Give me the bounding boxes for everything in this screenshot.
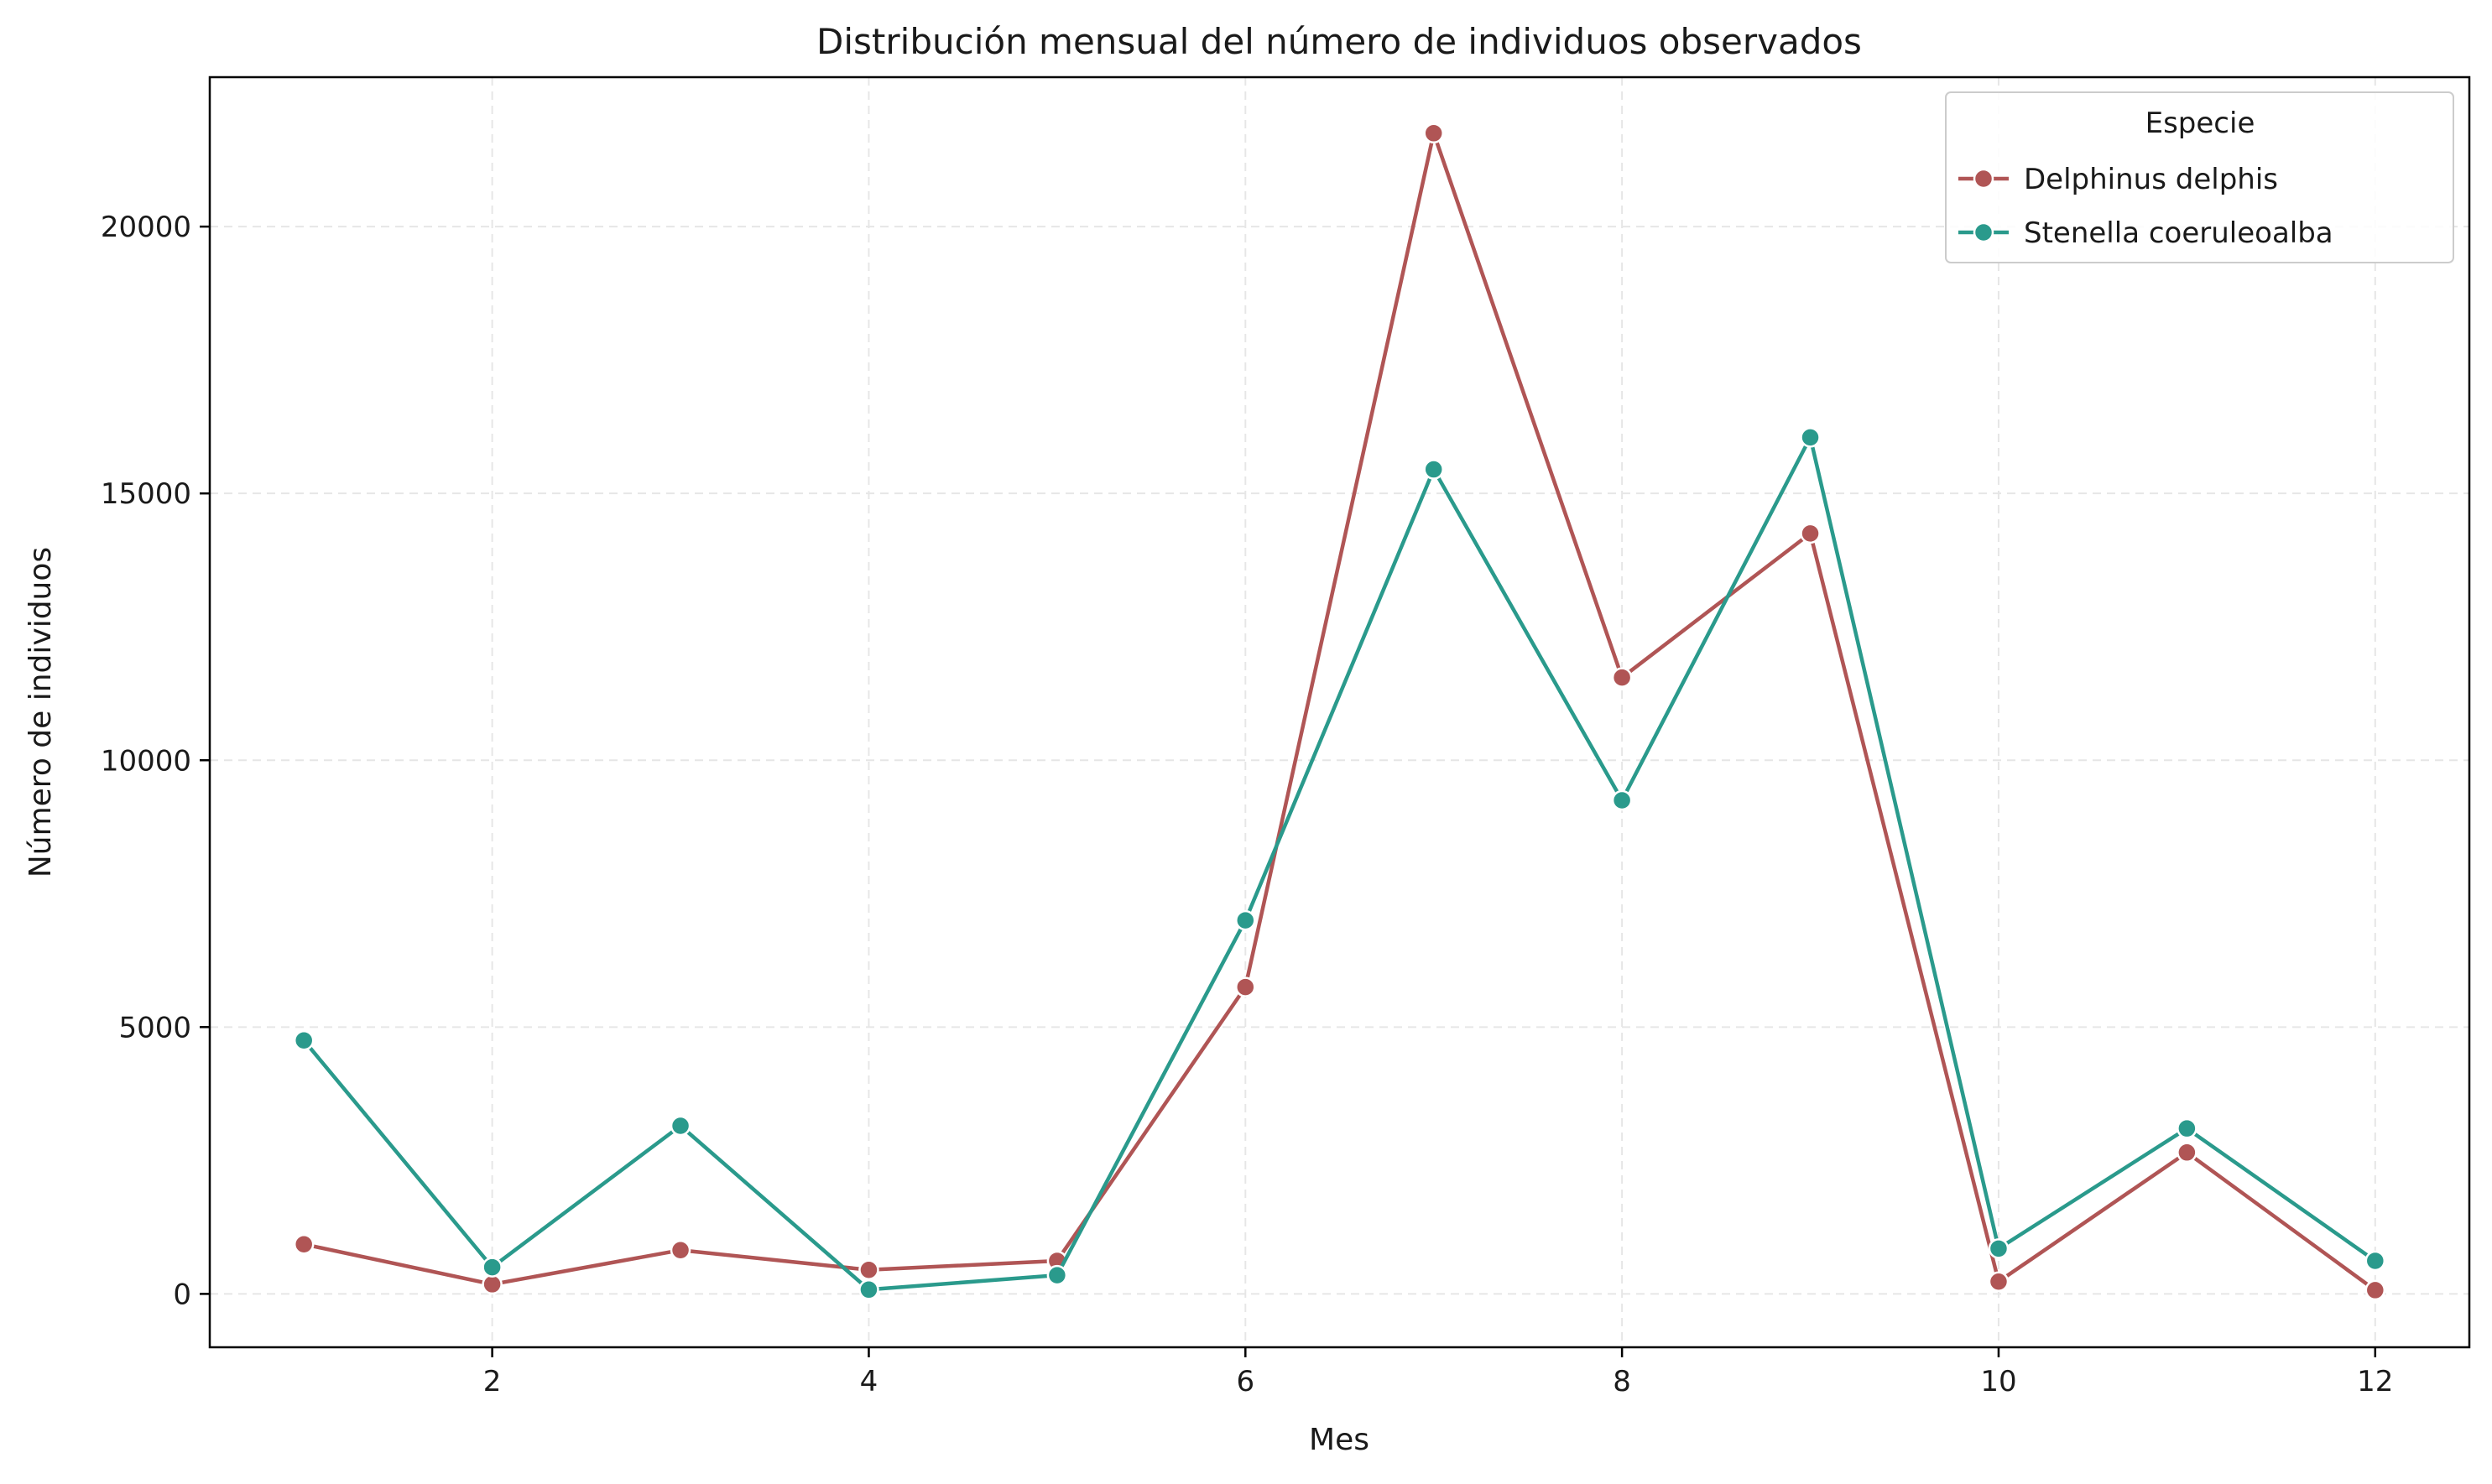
legend-box bbox=[1945, 91, 2454, 263]
y-tick-label: 15000 bbox=[101, 477, 191, 511]
y-tick-label: 0 bbox=[173, 1278, 191, 1311]
data-point bbox=[1988, 1271, 2010, 1293]
data-point bbox=[1800, 427, 1821, 448]
data-point bbox=[2177, 1142, 2197, 1164]
x-tick-label: 10 bbox=[1980, 1365, 2016, 1398]
data-point bbox=[2364, 1279, 2386, 1301]
legend-label: Stenella coeruleoalba bbox=[2024, 216, 2333, 250]
data-point bbox=[2364, 1250, 2386, 1272]
plot-frame bbox=[208, 76, 2471, 1349]
x-tick-label: 4 bbox=[860, 1365, 878, 1398]
y-tick-label: 5000 bbox=[118, 1011, 191, 1044]
chart-title: Distribución mensual del número de indiv… bbox=[816, 21, 1862, 62]
data-point bbox=[293, 1233, 315, 1255]
y-axis-label: Número de individuos bbox=[23, 547, 58, 877]
data-point bbox=[1046, 1264, 1068, 1286]
y-tick-label: 10000 bbox=[101, 744, 191, 778]
data-point bbox=[1800, 523, 1821, 544]
x-tick-label: 6 bbox=[1236, 1365, 1254, 1398]
legend-marker-swatch bbox=[1973, 168, 1994, 190]
data-point bbox=[858, 1259, 879, 1281]
data-point bbox=[2177, 1117, 2197, 1139]
series-1 bbox=[293, 122, 2386, 1301]
series-line bbox=[301, 131, 2378, 1293]
x-tick-label: 12 bbox=[2357, 1365, 2393, 1398]
legend-item: Delphinus delphis bbox=[1958, 163, 2278, 196]
data-point bbox=[1611, 667, 1633, 688]
data-point bbox=[482, 1273, 503, 1295]
legend-marker-swatch bbox=[1973, 221, 1994, 243]
series-2 bbox=[293, 427, 2386, 1300]
x-axis-label: Mes bbox=[1309, 1423, 1369, 1457]
data-point bbox=[482, 1257, 503, 1278]
data-point bbox=[670, 1115, 691, 1137]
x-tick-label: 2 bbox=[483, 1365, 502, 1398]
legend: Especie Delphinus delphis Stenella coerul… bbox=[1945, 91, 2454, 263]
legend-items: Delphinus delphis Stenella coeruleoalba bbox=[1958, 163, 2333, 250]
series-layer bbox=[293, 122, 2386, 1301]
data-point bbox=[1988, 1238, 2010, 1259]
data-point bbox=[1423, 459, 1444, 480]
x-tick-label: 8 bbox=[1613, 1365, 1631, 1398]
legend-label: Delphinus delphis bbox=[2024, 163, 2278, 196]
data-point bbox=[1235, 976, 1256, 997]
data-point bbox=[1611, 789, 1633, 811]
data-point bbox=[670, 1239, 691, 1261]
legend-item: Stenella coeruleoalba bbox=[1958, 216, 2333, 250]
axis-ticks: 2 4 6 8 10 12 0 5000 10000 15000 20000 bbox=[101, 211, 2394, 1398]
data-point bbox=[293, 1029, 315, 1051]
data-point bbox=[858, 1279, 879, 1300]
legend-title: Especie bbox=[2145, 107, 2255, 140]
data-point bbox=[1235, 909, 1256, 931]
data-point bbox=[1423, 122, 1444, 144]
series-line bbox=[301, 435, 2378, 1292]
grid bbox=[210, 77, 2469, 1347]
y-tick-label: 20000 bbox=[101, 211, 191, 244]
